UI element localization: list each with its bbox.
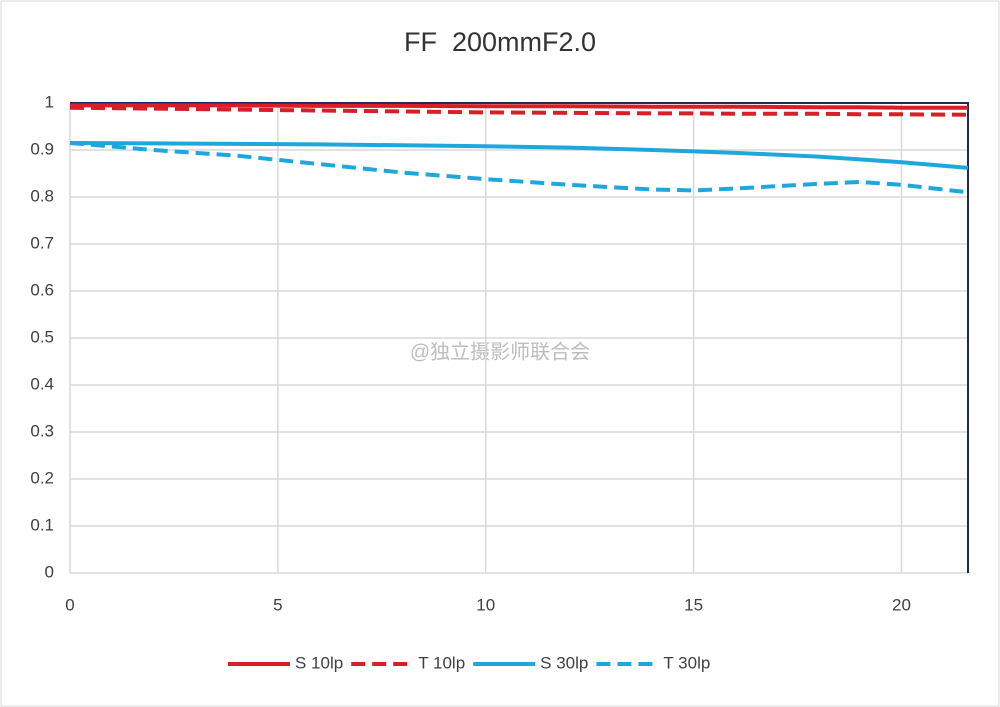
y-tick-label: 0.5: [30, 327, 54, 346]
series-line: [70, 103, 968, 110]
y-tick-label: 0.1: [30, 515, 54, 534]
watermark: @独立摄影师联合会: [410, 340, 590, 363]
series-line: [69, 105, 969, 117]
series-line: [69, 140, 969, 170]
x-tick-label: 15: [684, 595, 703, 614]
legend-label: T 30lp: [663, 653, 710, 672]
y-tick-label: 0.3: [30, 421, 54, 440]
x-tick-label: 10: [476, 595, 495, 614]
y-tick-label: 0: [45, 562, 54, 581]
y-tick-label: 1: [45, 92, 54, 111]
x-tick-label: 20: [892, 595, 911, 614]
y-tick-label: 0.9: [30, 139, 54, 158]
y-tick-label: 0.8: [30, 186, 54, 205]
plot-frame: [70, 102, 969, 573]
y-tick-label: 0.6: [30, 280, 54, 299]
y-tick-label: 0.7: [30, 233, 54, 252]
y-tick-label: 0.2: [30, 468, 54, 487]
y-tick-label: 0.4: [30, 374, 54, 393]
x-tick-label: 5: [273, 595, 282, 614]
x-tick-label: 0: [65, 595, 74, 614]
chart-title: FF 200mmF2.0: [404, 27, 596, 57]
legend-label: S 30lp: [540, 653, 588, 672]
legend-label: S 10lp: [295, 653, 343, 672]
series-line: [69, 140, 969, 195]
legend-label: T 10lp: [418, 653, 465, 672]
